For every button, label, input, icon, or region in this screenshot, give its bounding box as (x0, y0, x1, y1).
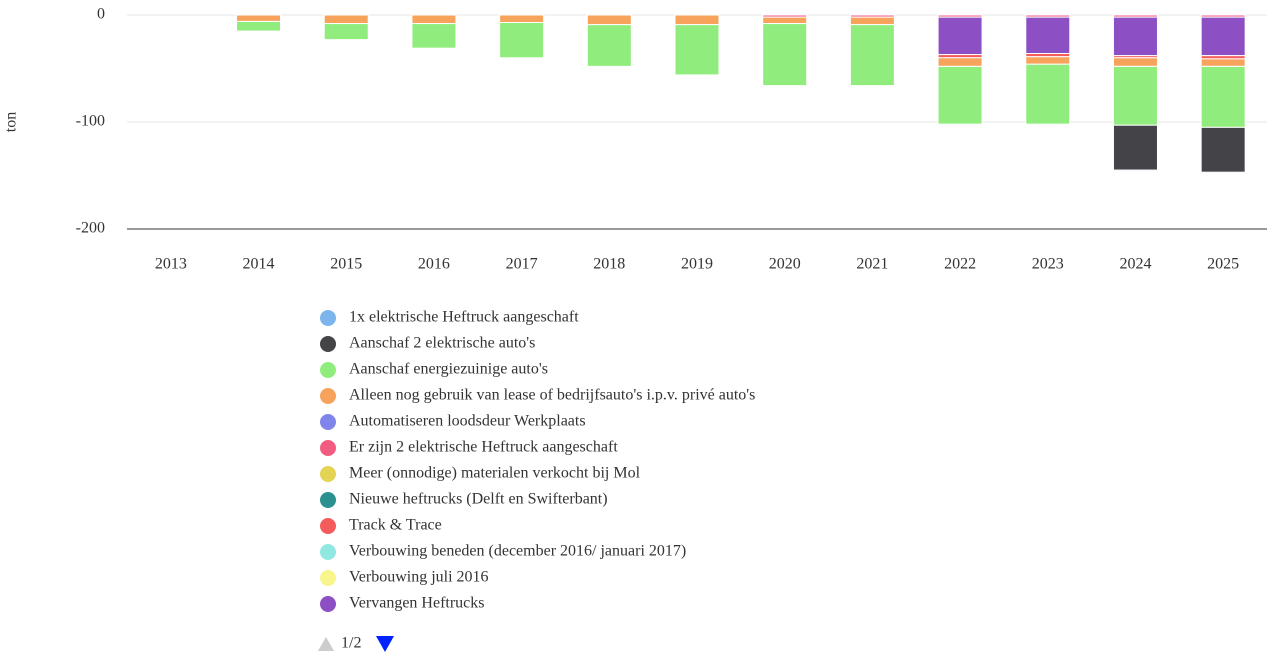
x-tick-label: 2019 (681, 256, 713, 273)
legend-marker (320, 310, 336, 326)
bar-segment (937, 57, 983, 67)
bar-segment (586, 24, 632, 67)
bar-segment (1025, 16, 1071, 55)
y-tick-label: -100 (76, 113, 105, 130)
x-tick-label: 2018 (593, 256, 625, 273)
x-tick-label: 2013 (155, 256, 187, 273)
legend-label: Automatiseren loodsdeur Werkplaats (349, 413, 586, 430)
y-tick-label: -200 (76, 220, 105, 237)
bar-segment (1200, 65, 1246, 128)
bar-segment (1025, 56, 1071, 65)
page-down[interactable] (376, 636, 394, 652)
bar-segment (236, 14, 282, 22)
bar-segment (323, 23, 369, 41)
bar-segment (762, 16, 808, 25)
bar-segment (411, 23, 457, 49)
bar-segment (499, 21, 545, 59)
legend-label: Nieuwe heftrucks (Delft en Swifterbant) (349, 491, 608, 508)
bar-segment (1112, 169, 1158, 172)
x-tick-label: 2020 (769, 256, 801, 273)
legend-marker (320, 544, 336, 560)
bar-segment (1200, 58, 1246, 67)
bar-segment (762, 23, 808, 87)
legend-marker (320, 388, 336, 404)
bar-segment (1200, 171, 1246, 174)
bar-segment (323, 14, 369, 25)
legend-label: Vervangen Heftrucks (349, 595, 485, 612)
legend-marker (320, 492, 336, 508)
x-tick-label: 2015 (330, 256, 362, 273)
x-tick-label: 2017 (506, 256, 538, 273)
legend-marker (320, 570, 336, 586)
legend-label: Meer (onnodige) materialen verkocht bij … (349, 465, 641, 482)
legend-label: Aanschaf 2 elektrische auto's (349, 335, 535, 352)
x-tick-label: 2016 (418, 256, 450, 273)
legend-label: Verbouwing juli 2016 (349, 569, 489, 586)
bar-segment (1112, 65, 1158, 126)
bar-segment (674, 14, 720, 26)
x-tick-label: 2024 (1119, 256, 1151, 273)
legend-label: 1x elektrische Heftruck aangeschaft (349, 309, 579, 326)
legend-marker (320, 596, 336, 612)
legend-marker (320, 362, 336, 378)
bar-segment (1112, 57, 1158, 67)
legend-marker (320, 414, 336, 430)
legend-marker (320, 466, 336, 482)
legend-label: Alleen nog gebruik van lease of bedrijfs… (349, 387, 755, 404)
x-tick-label: 2023 (1032, 256, 1064, 273)
legend-label: Track & Trace (349, 517, 442, 534)
x-tick-label: 2022 (944, 256, 976, 273)
legend-label: Verbouwing beneden (december 2016/ janua… (349, 543, 686, 560)
y-axis-label: ton (3, 112, 20, 132)
bar-segment (411, 14, 457, 25)
pagination: 1/2 (341, 635, 361, 652)
legend-marker (320, 336, 336, 352)
bar-segment (937, 16, 983, 56)
x-tick-label: 2014 (243, 256, 275, 273)
bar-segment (1200, 16, 1246, 57)
bar-segment (1112, 124, 1158, 171)
bar-segment (586, 14, 632, 26)
bar-segment (1025, 63, 1071, 125)
x-tick-label: 2025 (1207, 256, 1239, 273)
bar-segment (1200, 126, 1246, 173)
bar-segment (236, 20, 282, 32)
page-up[interactable] (318, 637, 334, 651)
bar-segment (937, 65, 983, 125)
bar-segment (849, 24, 895, 87)
legend-marker (320, 518, 336, 534)
bar-segment (849, 16, 895, 26)
bar-segment (499, 14, 545, 23)
bar-segment (1112, 16, 1158, 57)
bar-segment (674, 24, 720, 76)
legend-label: Aanschaf energiezuinige auto's (349, 361, 548, 378)
legend-marker (320, 440, 336, 456)
legend-label: Er zijn 2 elektrische Heftruck aangescha… (349, 439, 618, 456)
x-tick-label: 2021 (856, 256, 888, 273)
y-tick-label: 0 (97, 6, 105, 23)
